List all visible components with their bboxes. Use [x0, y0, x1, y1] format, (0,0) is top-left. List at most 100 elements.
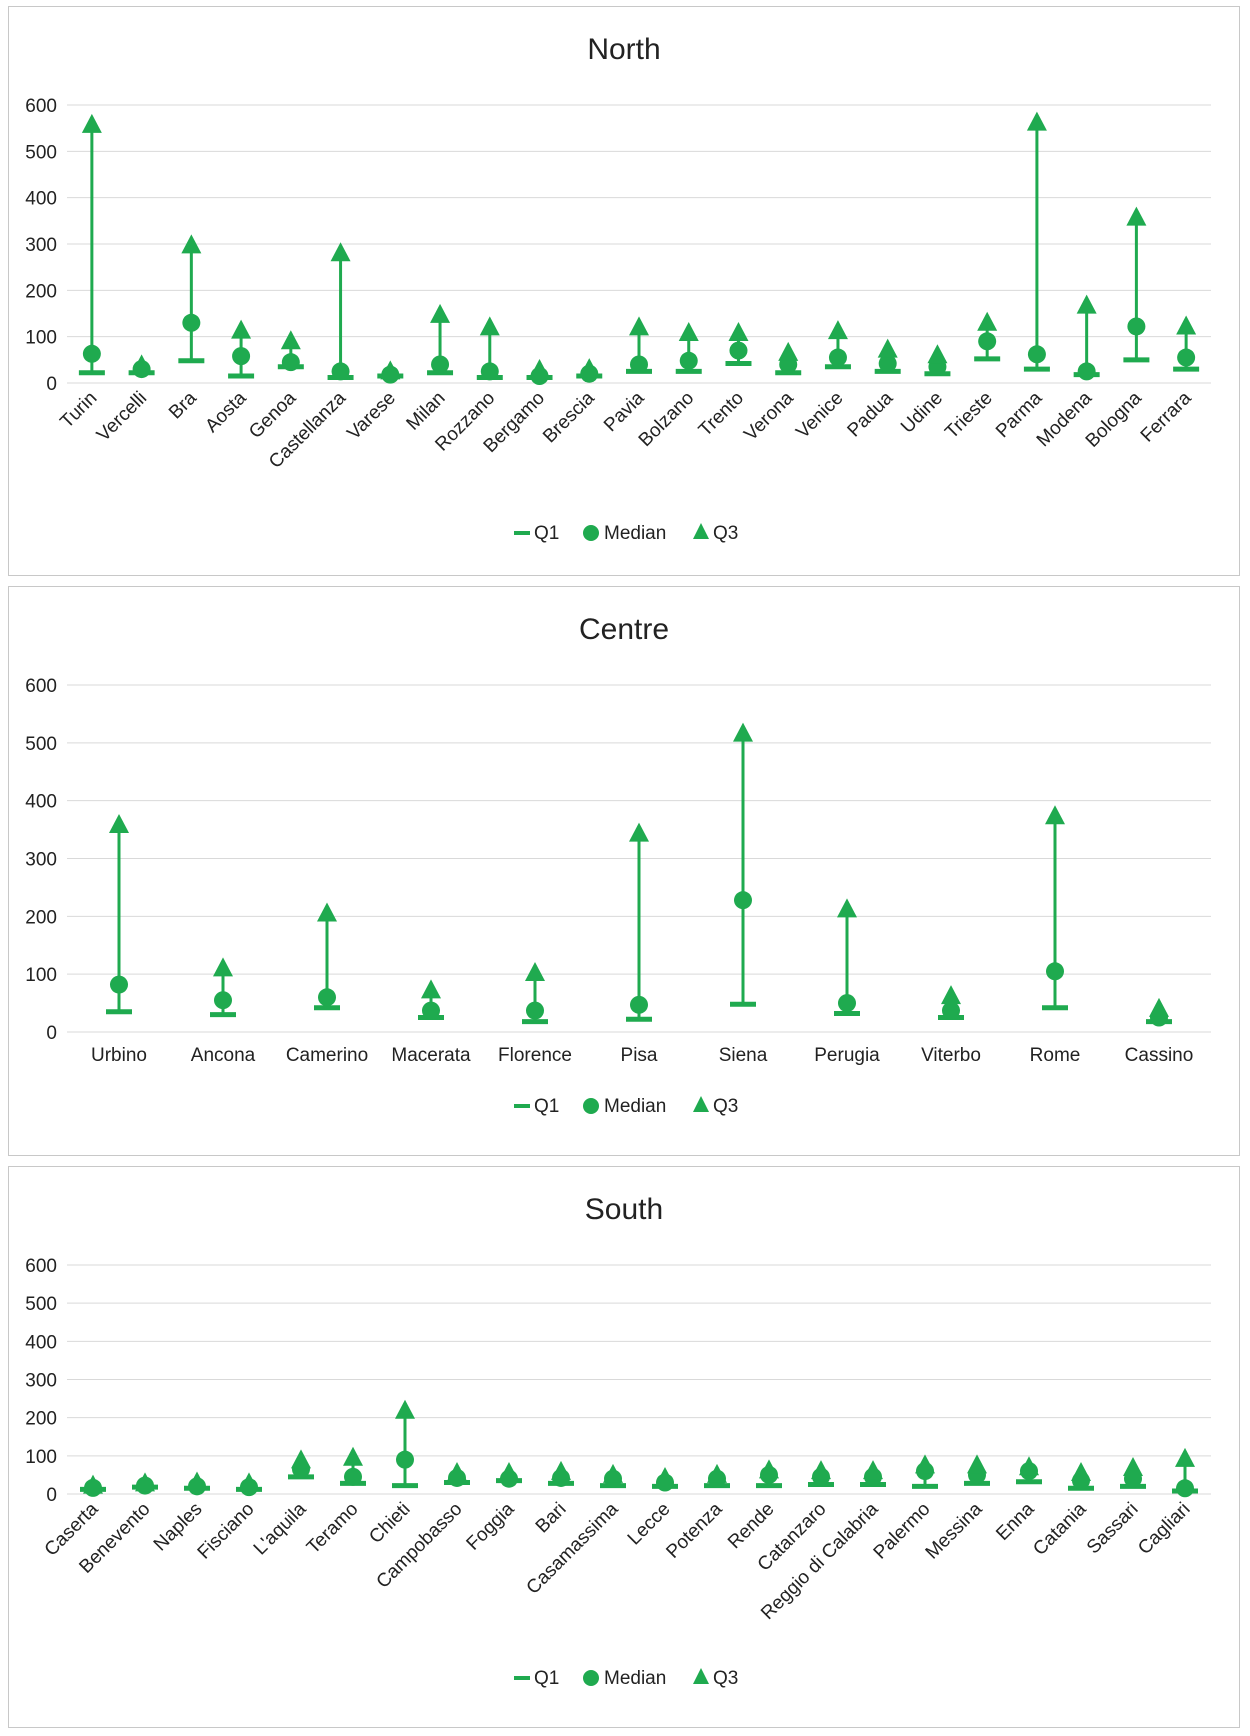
q3-marker — [421, 979, 441, 999]
category-label: Rome — [1030, 1045, 1081, 1066]
q3-marker — [655, 1466, 675, 1486]
q3-marker — [811, 1460, 831, 1480]
median-marker — [828, 348, 847, 367]
y-tick-label: 100 — [25, 1447, 57, 1468]
y-tick-label: 100 — [25, 328, 57, 349]
median-marker — [1027, 345, 1046, 364]
category-label: Fisciano — [194, 1499, 259, 1564]
y-tick-label: 0 — [46, 374, 57, 395]
q3-marker — [827, 320, 848, 340]
category-label: Bolzano — [635, 388, 698, 451]
legend-median-label: Median — [604, 1096, 666, 1117]
q3-marker — [863, 1460, 883, 1480]
median-marker — [630, 355, 648, 374]
q3-marker — [629, 822, 649, 842]
legend-q3-label: Q3 — [713, 523, 738, 544]
median-marker — [734, 891, 752, 910]
q3-marker — [927, 344, 948, 364]
legend-median-swatch — [583, 525, 599, 541]
y-tick-label: 600 — [25, 676, 57, 697]
chart-south: South0100200300400500600CasertaBenevento… — [25, 1193, 1211, 1689]
median-marker — [318, 988, 336, 1007]
q3-marker — [579, 358, 600, 378]
category-label: Bologna — [1082, 387, 1146, 451]
q3-marker — [1026, 111, 1047, 131]
chart-title: South — [585, 1193, 663, 1226]
median-marker — [396, 1450, 414, 1469]
category-label: Vercelli — [93, 388, 151, 446]
category-label: Catania — [1029, 1498, 1090, 1559]
category-label: Verona — [740, 387, 798, 445]
q3-marker — [728, 321, 749, 341]
legend-q1-label: Q1 — [534, 1668, 559, 1689]
category-label: Sassari — [1083, 1499, 1143, 1559]
y-tick-label: 500 — [25, 142, 57, 163]
chart-panel-south: South 0 100 200 300 400 500 600 Caserta Benevento… — [8, 1166, 1240, 1728]
legend-q3-label: Q3 — [713, 1668, 738, 1689]
y-tick-label: 400 — [25, 1332, 57, 1353]
median-marker — [232, 347, 251, 366]
median-marker — [978, 332, 997, 351]
median-marker — [1046, 962, 1064, 981]
q3-marker — [131, 354, 152, 374]
category-label: Bra — [165, 387, 201, 423]
y-tick-label: 0 — [46, 1485, 57, 1506]
y-tick-label: 200 — [25, 281, 57, 302]
category-label: Teramo — [303, 1499, 363, 1559]
y-tick-label: 200 — [25, 1409, 57, 1430]
median-marker — [214, 991, 232, 1010]
median-marker — [344, 1467, 362, 1486]
category-label: Viterbo — [921, 1045, 981, 1066]
median-marker — [422, 1001, 440, 1020]
q3-marker — [1175, 1447, 1195, 1467]
legend-median-label: Median — [604, 1668, 666, 1689]
category-label: Cagliari — [1134, 1499, 1194, 1559]
category-label: Brescia — [539, 387, 599, 447]
y-tick-label: 500 — [25, 1294, 57, 1315]
median-marker — [630, 995, 648, 1014]
median-marker — [331, 362, 350, 381]
y-tick-label: 100 — [25, 965, 57, 986]
q3-marker — [291, 1449, 311, 1469]
chart-centre: Centre 0 100 200 300 400 500 600 Urbino Ancona Cam… — [25, 613, 1211, 1117]
q3-marker — [778, 341, 799, 361]
q3-marker — [1126, 206, 1147, 226]
median-marker — [480, 362, 499, 381]
q3-marker — [1019, 1456, 1039, 1476]
category-label: Enna — [992, 1498, 1039, 1545]
category-label: Trieste — [941, 388, 996, 443]
category-label: Bari — [532, 1499, 571, 1538]
q3-marker — [380, 360, 401, 380]
q3-marker — [1123, 1457, 1143, 1477]
category-label: Messina — [922, 1498, 987, 1563]
median-marker — [1177, 348, 1196, 367]
legend-q3-label: Q3 — [713, 1096, 738, 1117]
category-label: Aosta — [201, 387, 251, 437]
q3-marker — [447, 1462, 467, 1482]
median-marker — [942, 1001, 960, 1020]
y-tick-label: 600 — [25, 96, 57, 117]
q3-marker — [109, 813, 129, 833]
chart-panel-north: North 0 100 200 300 400 500 600 Turin Vercelli Bra… — [8, 6, 1240, 576]
y-tick-label: 600 — [25, 1256, 57, 1277]
q3-marker — [213, 957, 233, 977]
q3-marker — [239, 1472, 259, 1492]
y-tick-label: 500 — [25, 734, 57, 755]
q3-marker — [941, 985, 961, 1005]
chart-panel-centre: Centre 0 100 200 300 400 500 600 Urbino Ancona Cam… — [8, 586, 1240, 1156]
q3-marker — [759, 1459, 779, 1479]
category-label: Ancona — [191, 1045, 256, 1066]
q3-marker — [1076, 294, 1097, 314]
q3-marker — [181, 234, 202, 254]
median-marker — [1127, 317, 1146, 336]
q3-marker — [837, 898, 857, 918]
q3-marker — [1071, 1462, 1091, 1482]
category-label: Potenza — [662, 1498, 726, 1562]
q3-marker — [430, 303, 451, 323]
q3-marker — [81, 113, 102, 133]
q3-marker — [915, 1454, 935, 1474]
median-marker — [110, 975, 128, 994]
q3-marker — [707, 1463, 727, 1483]
category-label: Camerino — [286, 1045, 368, 1066]
q3-marker — [529, 359, 550, 379]
